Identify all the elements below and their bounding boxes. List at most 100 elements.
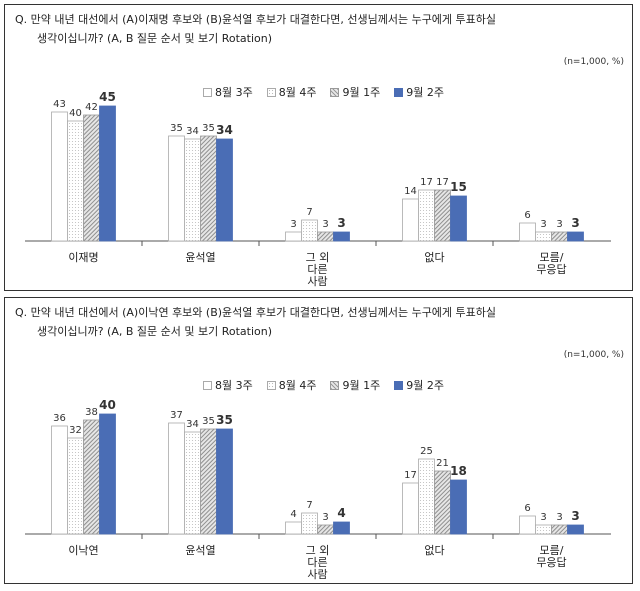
bar — [200, 135, 217, 242]
bar — [168, 422, 185, 535]
legend-item: 9월 1주 — [330, 84, 380, 100]
bar — [333, 231, 350, 242]
category-label: 그 외 — [306, 251, 330, 264]
bar — [551, 231, 568, 242]
bar — [51, 425, 68, 535]
data-label: 35 — [202, 123, 215, 134]
chart-panel-2: Q. 만약 내년 대선에서 (A)이낙연 후보와 (B)윤석열 후보가 대결한다… — [4, 297, 633, 584]
bar — [99, 413, 116, 535]
data-label: 3 — [571, 216, 579, 230]
bar — [535, 231, 552, 242]
legend: 8월 3주 8월 4주 9월 1주 9월 2주 — [203, 84, 444, 100]
legend-item: 8월 4주 — [266, 377, 316, 393]
bar — [301, 512, 318, 535]
data-label: 17 — [404, 470, 417, 481]
data-label: 32 — [69, 425, 82, 436]
legend-item: 8월 3주 — [203, 84, 253, 100]
bar — [67, 437, 84, 535]
legend-item: 9월 2주 — [394, 84, 444, 100]
bar — [519, 222, 536, 242]
bar — [216, 138, 233, 242]
data-label: 43 — [53, 99, 66, 110]
bar — [434, 470, 451, 535]
data-label: 6 — [524, 210, 530, 221]
data-label: 4 — [337, 506, 345, 520]
category-label: 이재명 — [68, 251, 98, 264]
bar — [83, 114, 100, 242]
data-label: 3 — [540, 512, 546, 523]
legend-label: 9월 1주 — [342, 379, 381, 392]
data-label: 35 — [170, 123, 183, 134]
bar — [216, 428, 233, 535]
bar — [285, 521, 302, 535]
legend-label: 9월 2주 — [406, 379, 444, 392]
bar — [99, 105, 116, 242]
data-label: 45 — [99, 90, 116, 104]
data-label: 35 — [202, 416, 215, 427]
data-label: 35 — [216, 413, 233, 427]
category-label: 모름/ — [540, 251, 564, 264]
bar — [567, 524, 584, 535]
data-label: 18 — [450, 464, 467, 478]
bar — [551, 524, 568, 535]
category-label: 이낙연 — [68, 544, 98, 557]
category-label: 다른 — [307, 556, 327, 569]
data-label: 7 — [306, 500, 312, 511]
sample-note: (n=1,000, %) — [563, 57, 624, 67]
data-label: 38 — [85, 407, 98, 418]
legend-label: 8월 3주 — [215, 86, 253, 99]
category-label: 무응답 — [536, 556, 566, 569]
data-label: 25 — [420, 446, 433, 457]
legend-item: 9월 2주 — [394, 377, 444, 393]
bar — [301, 219, 318, 242]
bar — [418, 189, 435, 242]
legend-item: 8월 4주 — [266, 84, 316, 100]
legend-swatch — [266, 380, 276, 390]
bar — [402, 198, 419, 242]
legend-label: 9월 1주 — [342, 86, 381, 99]
legend-swatch — [203, 87, 212, 97]
data-label: 15 — [450, 180, 467, 194]
data-label: 7 — [306, 207, 312, 218]
legend-swatch — [394, 87, 404, 97]
legend: 8월 3주 8월 4주 9월 1주 9월 2주 — [203, 377, 444, 393]
legend-item: 8월 3주 — [203, 377, 253, 393]
legend-swatch — [394, 380, 404, 390]
category-label: 모름/ — [540, 544, 564, 557]
bar — [333, 521, 350, 535]
data-label: 3 — [322, 512, 328, 523]
legend-label: 9월 2주 — [406, 86, 444, 99]
sample-note: (n=1,000, %) — [563, 350, 624, 360]
bar — [317, 231, 334, 242]
data-label: 34 — [216, 123, 233, 137]
question-text-1a: Q. 만약 내년 대선에서 (A)이재명 후보와 (B)윤석열 후보가 대결한다… — [15, 13, 497, 26]
bar — [450, 479, 467, 535]
bar — [535, 524, 552, 535]
question-text-2b: 생각이십니까? (A, B 질문 순서 및 보기 Rotation) — [37, 325, 273, 338]
category-label: 사람 — [307, 275, 327, 288]
bar — [519, 515, 536, 535]
data-label: 14 — [404, 186, 417, 197]
data-label: 36 — [53, 413, 66, 424]
data-label: 3 — [540, 219, 546, 230]
data-label: 21 — [436, 458, 449, 469]
bar — [67, 120, 84, 242]
bar — [418, 458, 435, 535]
legend-swatch — [330, 87, 340, 97]
category-label: 그 외 — [306, 544, 330, 557]
legend-swatch — [203, 380, 212, 390]
legend-label: 8월 3주 — [215, 379, 253, 392]
data-label: 4 — [290, 509, 296, 520]
data-label: 34 — [186, 419, 199, 430]
data-label: 17 — [436, 177, 449, 188]
data-label: 3 — [556, 512, 562, 523]
category-label: 윤석열 — [185, 544, 215, 557]
question-text-1b: 생각이십니까? (A, B 질문 순서 및 보기 Rotation) — [37, 32, 273, 45]
bar — [51, 111, 68, 242]
data-label: 37 — [170, 410, 183, 421]
data-label: 17 — [420, 177, 433, 188]
category-label: 무응답 — [536, 263, 566, 276]
bar — [434, 189, 451, 242]
data-label: 40 — [99, 398, 116, 412]
